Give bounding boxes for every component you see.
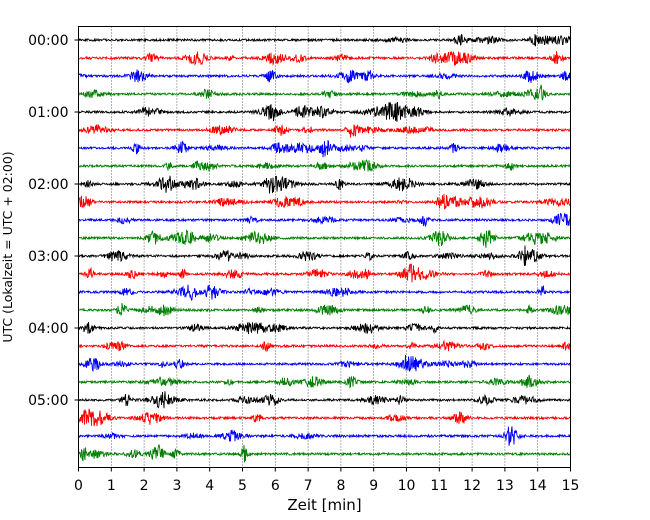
x-tick-label: 7	[304, 478, 313, 494]
trace-row-0030	[78, 69, 571, 84]
x-tick-label: 6	[271, 478, 280, 494]
trace-row-0315	[78, 263, 571, 283]
trace-row-0415	[78, 339, 571, 353]
y-tick-label: 02:00	[28, 177, 68, 193]
trace-rows	[78, 33, 571, 463]
trace-row-0215	[78, 193, 571, 210]
y-tick-label: 03:00	[28, 249, 68, 265]
trace-row-0000	[78, 33, 571, 47]
x-axis-ticks: 0 1 2 3 4 5 6 7 8 9 10 11 12 13 14 15	[74, 467, 580, 494]
y-tick-label: 01:00	[28, 105, 68, 121]
x-tick-label: 9	[369, 478, 378, 494]
x-tick-label: 11	[430, 478, 448, 494]
x-tick-label: 10	[398, 478, 416, 494]
trace-row-0330	[78, 284, 571, 302]
y-tick-label: 04:00	[28, 321, 68, 337]
trace-row-0100	[78, 102, 571, 122]
x-tick-label: 14	[529, 478, 547, 494]
x-tick-label: 15	[562, 478, 580, 494]
trace-row-0200	[78, 175, 571, 194]
x-axis-label: Zeit [min]	[287, 496, 361, 514]
trace-row-0245	[78, 229, 571, 248]
y-axis-label: UTC (Lokalzeit = UTC + 02:00)	[0, 151, 15, 342]
plot-frame	[78, 26, 571, 468]
trace-row-0530	[78, 426, 571, 446]
trace-row-0300	[78, 245, 571, 266]
y-axis-ticks: 00:00 01:00 02:00 03:00 04:00 05:00	[28, 33, 79, 409]
x-tick-label: 13	[496, 478, 514, 494]
y-tick-label: 05:00	[28, 393, 68, 409]
trace-row-0230	[78, 212, 571, 228]
trace-row-0115	[78, 123, 571, 138]
trace-row-0445	[78, 374, 571, 389]
x-tick-label: 4	[205, 478, 214, 494]
trace-row-0045	[78, 84, 571, 101]
x-tick-label: 0	[74, 478, 83, 494]
trace-row-0345	[78, 303, 571, 317]
trace-row-0515	[78, 408, 571, 427]
trace-row-0130	[78, 140, 571, 158]
trace-row-0400	[78, 321, 571, 335]
x-tick-label: 12	[463, 478, 481, 494]
trace-row-0015	[78, 50, 571, 66]
x-tick-label: 1	[107, 478, 116, 494]
x-tick-label: 5	[238, 478, 247, 494]
x-tick-label: 3	[172, 478, 181, 494]
x-tick-label: 8	[336, 478, 345, 494]
x-tick-label: 2	[140, 478, 149, 494]
trace-row-0545	[78, 443, 571, 463]
trace-row-0430	[78, 354, 571, 372]
trace-row-0500	[78, 391, 571, 409]
y-tick-label: 00:00	[28, 33, 68, 49]
trace-row-0145	[78, 159, 571, 172]
